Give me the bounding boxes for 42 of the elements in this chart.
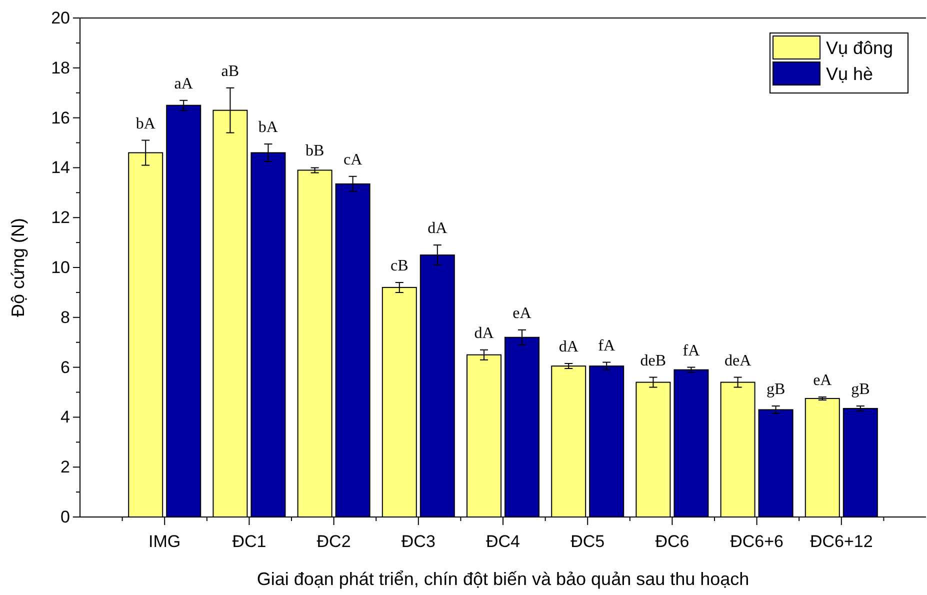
x-tick-label: ĐC4 — [486, 532, 520, 551]
y-axis-title: Độ cứng (N) — [8, 218, 28, 318]
y-tick-label: 16 — [51, 108, 70, 128]
data-label: bB — [305, 142, 324, 160]
y-tick-label: 18 — [51, 58, 70, 78]
data-label: bA — [258, 118, 278, 136]
x-tick-label: ĐC6+6 — [730, 532, 784, 551]
x-tick-label: ĐC6 — [655, 532, 690, 551]
data-label: eA — [813, 372, 832, 389]
data-label: cB — [390, 257, 408, 274]
y-tick-label: 6 — [60, 358, 70, 377]
data-label: aA — [174, 75, 194, 92]
data-label: dA — [474, 324, 494, 342]
data-label: bA — [136, 115, 156, 132]
data-label: fA — [598, 337, 616, 354]
data-label: fA — [682, 342, 700, 360]
x-tick-label: ĐC6+12 — [810, 532, 873, 551]
legend-label: Vụ đông — [826, 38, 894, 58]
x-tick-label: ĐC5 — [570, 532, 605, 551]
x-tick-label: IMG — [148, 532, 181, 551]
x-tick-label: ĐC1 — [232, 532, 266, 551]
data-label: cA — [343, 151, 363, 168]
data-label: gB — [766, 380, 786, 398]
data-label: deA — [724, 352, 752, 370]
y-tick-label: 12 — [51, 208, 70, 228]
data-label: dA — [558, 338, 579, 356]
y-tick-label: 2 — [60, 458, 70, 477]
legend-label: Vụ hè — [826, 64, 874, 84]
x-tick-label: ĐC3 — [401, 532, 436, 551]
y-tick-label: 20 — [51, 8, 70, 28]
data-label: dA — [428, 220, 448, 238]
x-axis-title: Giai đoạn phát triển, chín đột biến và bảo quản sau thu hoạch — [256, 569, 750, 589]
y-tick-label: 0 — [60, 507, 70, 526]
data-label: aB — [221, 62, 240, 80]
y-tick-label: 4 — [60, 408, 70, 427]
x-tick-label: ĐC2 — [316, 532, 351, 551]
data-label: gB — [851, 380, 870, 398]
data-label: deB — [640, 352, 666, 370]
y-tick-label: 14 — [51, 158, 70, 178]
y-tick-label: 10 — [51, 258, 70, 277]
data-label: eA — [512, 304, 532, 322]
y-tick-label: 8 — [60, 308, 70, 327]
